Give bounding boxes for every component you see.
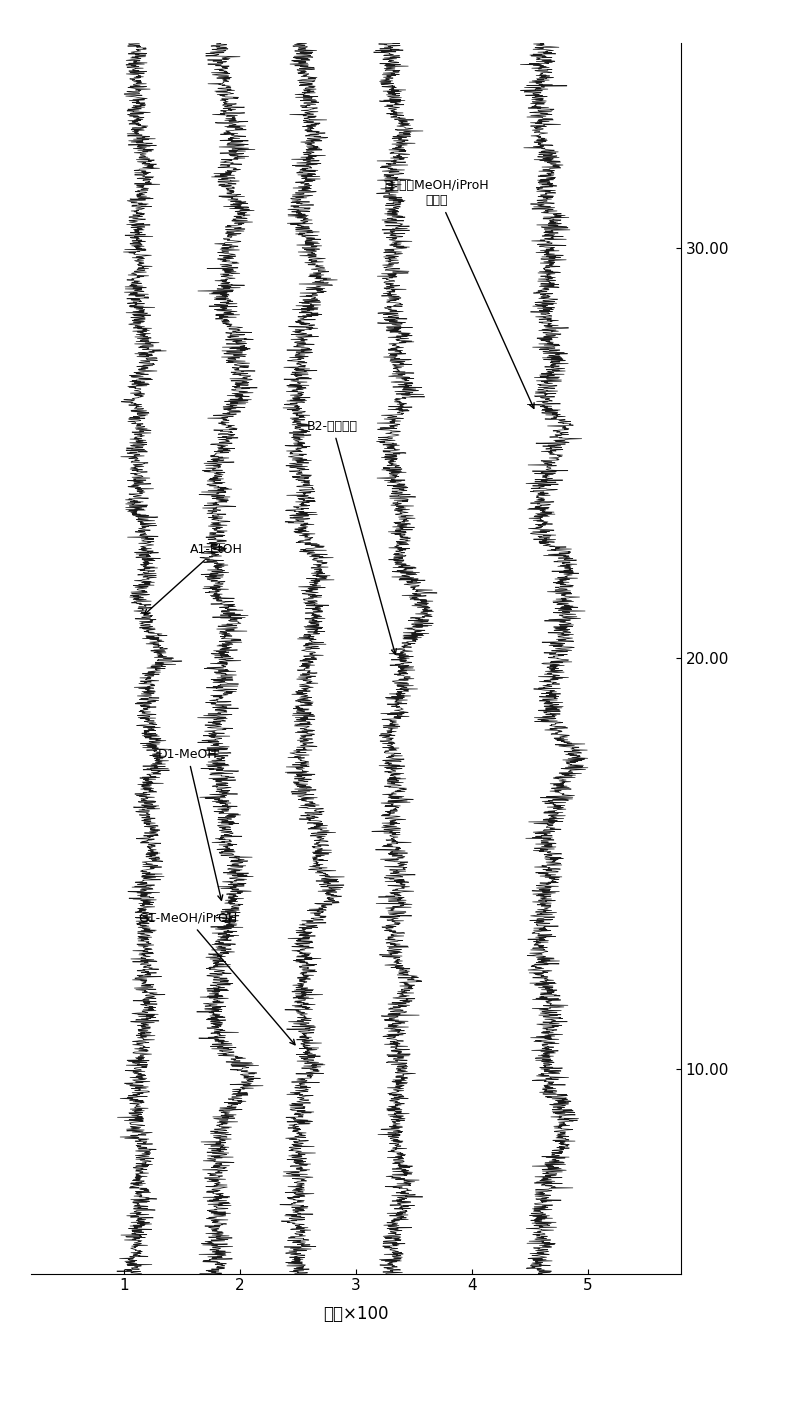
X-axis label: 强度×100: 强度×100 (323, 1305, 389, 1322)
Text: G1-MeOH/iPrOH: G1-MeOH/iPrOH (138, 912, 295, 1045)
Text: D1-MeOH: D1-MeOH (158, 748, 222, 900)
Text: B2-原始粉末: B2-原始粉末 (307, 420, 396, 655)
Text: 合并并从MeOH/iProH
重结晶: 合并并从MeOH/iProH 重结晶 (385, 179, 534, 408)
Text: A1-EtOH: A1-EtOH (145, 543, 243, 614)
